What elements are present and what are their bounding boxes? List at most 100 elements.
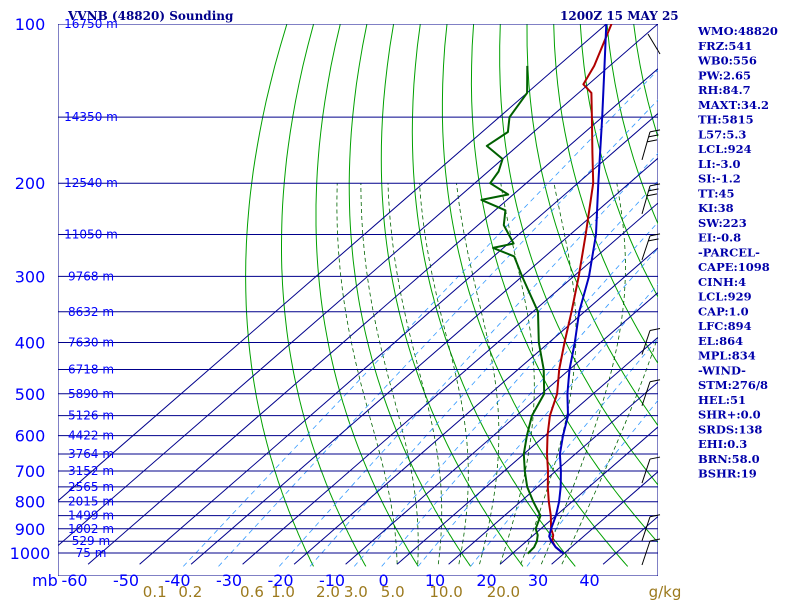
index-item: HEL:51 — [698, 393, 746, 407]
height-label: 7630 m — [68, 335, 114, 349]
moist-adiabat-line — [499, 183, 535, 565]
pressure-tick-label: 700 — [15, 462, 46, 481]
height-label: 9768 m — [68, 269, 114, 283]
mixing-ratio-label: 10.0 — [429, 583, 462, 600]
dry-adiabat-line — [761, 0, 800, 566]
mixing-ratio-label: 3.0 — [344, 583, 368, 600]
isotherm-line — [58, 24, 658, 547]
mixing-ratio-label: 2.0 — [316, 583, 340, 600]
index-item: FRZ:541 — [698, 39, 752, 53]
mixing-ratio-label: 20.0 — [487, 583, 520, 600]
index-item: LCL:924 — [698, 142, 752, 156]
wind-barb-feather — [646, 193, 658, 197]
index-item: RH:84.7 — [698, 83, 751, 97]
wind-barb-staff — [641, 235, 651, 261]
wind-barb-feather — [649, 456, 661, 460]
height-label: 1499 m — [68, 509, 114, 523]
isotherm-line — [87, 67, 658, 565]
mixing-ratio-label: 1.0 — [271, 583, 295, 600]
dry-adiabat-line — [470, 24, 658, 544]
dry-adiabat-line — [526, 24, 658, 427]
moist-adiabat-line — [520, 183, 577, 565]
mixing-ratio-line — [183, 69, 658, 567]
mixing-ratio-line — [279, 152, 658, 567]
isotherm-line — [396, 336, 658, 565]
wind-barb-staff — [647, 33, 661, 55]
height-label: 5890 m — [68, 387, 114, 401]
index-item: LCL:929 — [698, 290, 752, 304]
indices-panel: WMO:48820FRZ:541WB0:556PW:2.65RH:84.7MAX… — [697, 24, 778, 481]
wind-barb-feather — [649, 183, 661, 187]
wind-barb-feather — [649, 129, 661, 133]
mixing-ratio-line — [470, 337, 658, 567]
isotherm-line — [448, 381, 658, 565]
mixing-ratio-line — [381, 247, 658, 567]
mixing-ratio-label: g/kg — [649, 583, 682, 600]
index-item: TH:5815 — [698, 113, 754, 127]
moist-adiabat-line — [540, 183, 626, 565]
moist-adiabat-line — [419, 183, 469, 565]
mixing-ratio-line — [417, 283, 658, 567]
index-item: LFC:894 — [698, 319, 752, 333]
dry-adiabat-line — [245, 24, 314, 567]
index-item: EI:-0.8 — [698, 231, 741, 245]
pressure-tick-label: 400 — [15, 333, 46, 352]
isotherm-line — [139, 112, 658, 565]
wind-barb-staff — [641, 330, 651, 355]
isotherm-line — [293, 247, 658, 565]
wind-barb-staff — [641, 516, 651, 541]
wind-barb-feather — [649, 233, 661, 237]
height-label: 6718 m — [68, 363, 114, 377]
pressure-tick-label: 900 — [15, 520, 46, 539]
height-label: 2565 m — [68, 480, 114, 494]
index-item: SRDS:138 — [698, 422, 762, 436]
pressure-tick-label: 500 — [15, 385, 46, 404]
temperature-tick-label: -30 — [216, 571, 242, 590]
moist-adiabat-line — [336, 183, 398, 565]
height-label: 16750 m — [64, 17, 118, 31]
dry-adiabat-line — [348, 24, 472, 567]
height-label: 2015 m — [68, 495, 114, 509]
index-item: MPL:834 — [698, 349, 756, 363]
wind-barb — [641, 379, 661, 406]
temperature-tick-label: -10 — [319, 571, 345, 590]
dry-adiabat-line — [281, 24, 367, 567]
isotherm-line — [345, 291, 658, 565]
chart-title: VVNB (48820) Sounding — [67, 9, 234, 23]
mixing-ratio-label: 5.0 — [381, 583, 405, 600]
pressure-unit-label: mb — [32, 571, 58, 590]
grid-layer — [58, 0, 800, 576]
wind-barb-staff — [641, 540, 651, 566]
dry-adiabat-line — [411, 24, 576, 567]
wind-barb — [641, 183, 661, 214]
index-item: CINH:4 — [698, 275, 746, 289]
height-label: 1002 m — [68, 522, 114, 536]
parcel-profile-line — [548, 24, 608, 555]
height-label: 75 m — [76, 546, 107, 560]
wind-barb — [641, 514, 661, 541]
pressure-tick-label: 300 — [15, 267, 46, 286]
wind-barb-staff — [641, 381, 651, 406]
temperature-tick-label: -60 — [61, 571, 87, 590]
isotherm-line — [242, 202, 658, 565]
mixing-ratio-label: 0.6 — [240, 583, 264, 600]
isotherm-line — [499, 426, 658, 565]
mixing-ratio-line — [309, 180, 658, 567]
index-item: STM:276/8 — [698, 378, 768, 392]
pressure-tick-label: 1000 — [10, 544, 51, 563]
wind-barb — [641, 456, 661, 484]
index-item: BRN:58.0 — [698, 452, 760, 466]
wind-barbs — [641, 33, 661, 566]
temperature-tick-label: -50 — [113, 571, 139, 590]
wind-barb — [641, 129, 661, 161]
index-item: EHI:0.3 — [698, 437, 747, 451]
mixing-ratio-label: 0.1 — [143, 583, 167, 600]
wind-barb — [641, 327, 661, 355]
index-item: SHR+:0.0 — [698, 408, 761, 422]
temperature-tick-label: 0 — [378, 571, 388, 590]
temperature-tick-label: 40 — [579, 571, 599, 590]
wind-barb-feather — [649, 514, 661, 518]
wind-barb — [641, 233, 661, 261]
height-label: 14350 m — [64, 110, 118, 124]
